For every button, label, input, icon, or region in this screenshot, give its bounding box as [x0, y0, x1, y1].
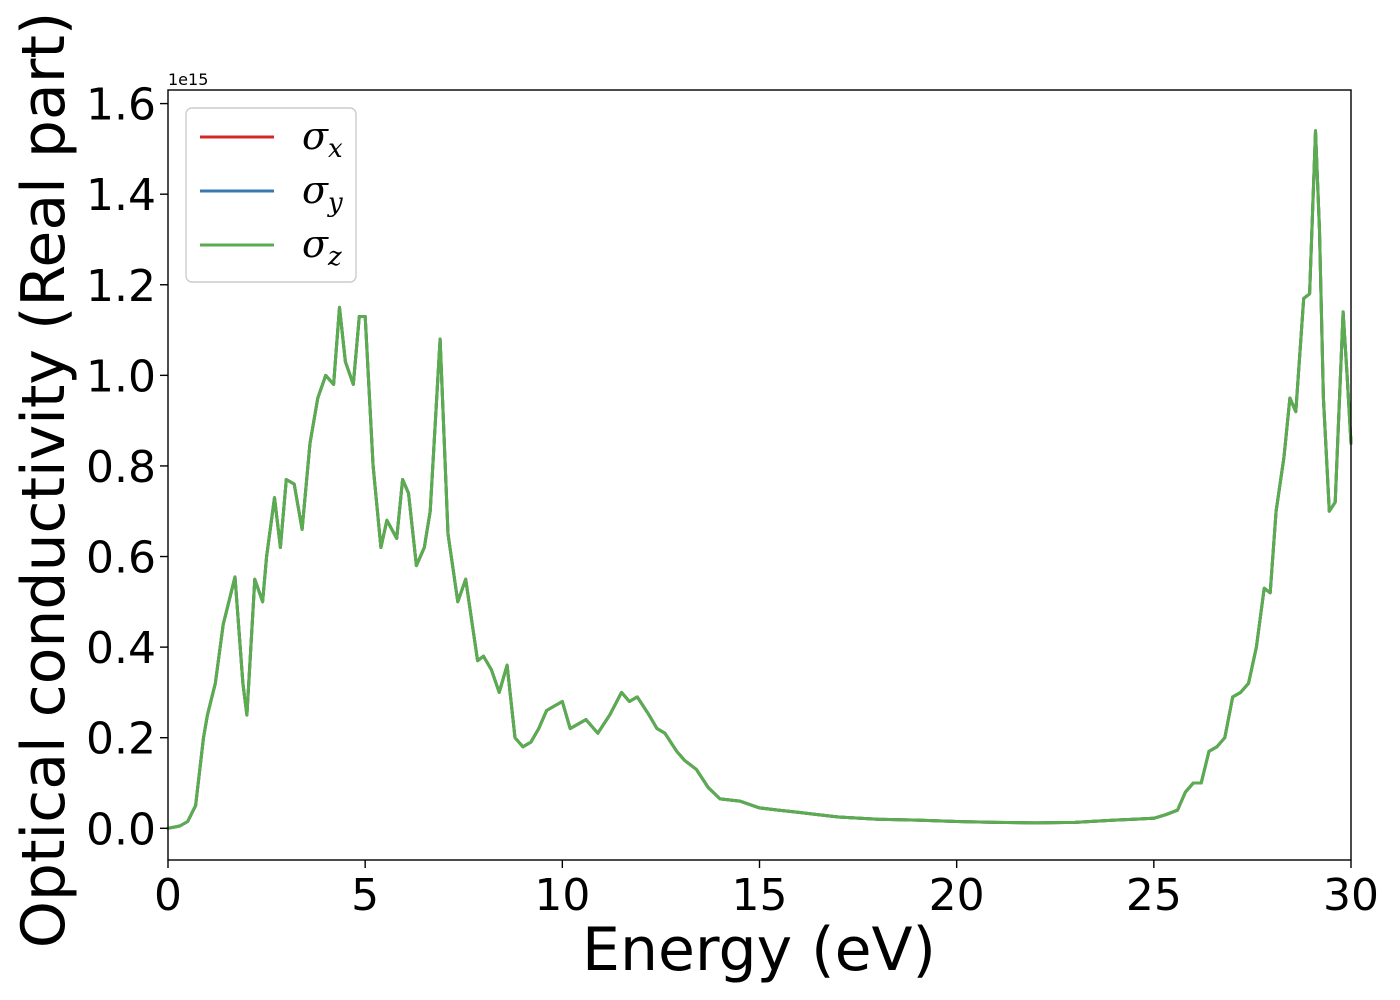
- y-tick-label: 0.4: [86, 623, 156, 674]
- y-offset-label: 1e15: [168, 70, 208, 89]
- x-axis-label: Energy (eV): [582, 915, 936, 985]
- y-tick-label: 1.4: [86, 170, 156, 221]
- y-tick-label: 0.6: [86, 533, 156, 584]
- legend-box: [185, 107, 357, 283]
- y-tick-label: 0.2: [86, 714, 156, 765]
- x-tick-label: 25: [1126, 870, 1182, 921]
- x-tick-label: 0: [154, 870, 182, 921]
- y-tick-label: 0.8: [86, 442, 156, 493]
- y-tick-label: 0.0: [86, 804, 156, 855]
- x-tick-label: 5: [351, 870, 379, 921]
- y-axis-label: Optical conductivity (Real part): [9, 12, 79, 949]
- x-tick-label: 30: [1323, 870, 1379, 921]
- x-tick-label: 10: [534, 870, 590, 921]
- series-line-z: [166, 129, 1353, 830]
- x-tick-label: 20: [929, 870, 985, 921]
- y-tick-label: 1.0: [86, 351, 156, 402]
- series-layer: [166, 129, 1353, 830]
- y-axis-ticks: 0.0 0.2 0.4 0.6 0.8 1.0 1.2 1.4 1.6: [86, 80, 168, 855]
- y-tick-label: 1.6: [86, 80, 156, 131]
- x-tick-label: 15: [732, 870, 788, 921]
- y-tick-label: 1.2: [86, 261, 156, 312]
- x-axis-ticks: 0 5 10 15 20 25 30: [154, 860, 1379, 921]
